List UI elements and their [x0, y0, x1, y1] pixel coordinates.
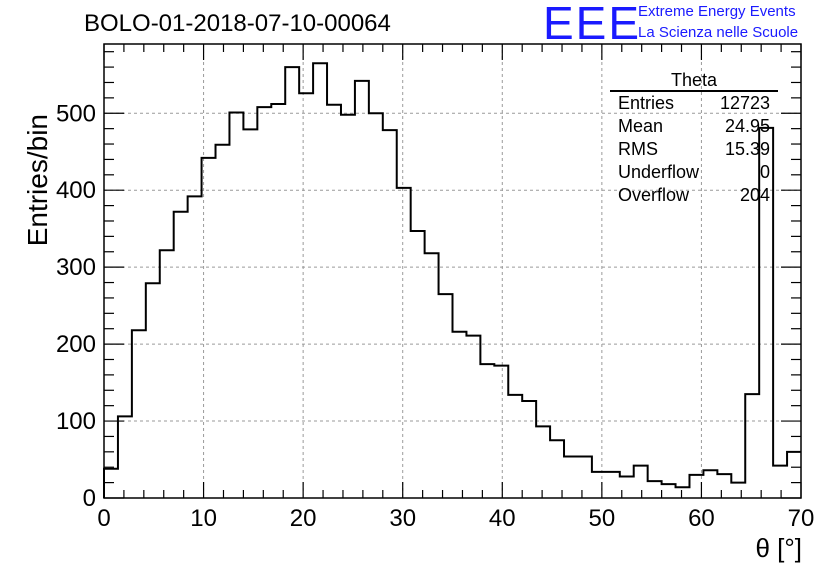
stats-value: 15.39: [724, 139, 770, 159]
x-tick-label: 0: [97, 505, 110, 532]
stats-value: 0: [759, 162, 770, 182]
x-tick-label: 10: [190, 505, 217, 532]
grid-lines: [104, 44, 801, 498]
y-tick-label: 400: [56, 177, 96, 204]
x-tick-label: 20: [290, 505, 317, 532]
tick-labels: 0 10 20 30 40 50 60 70 0 100 200 300 400 500: [56, 100, 814, 532]
y-tick-label: 200: [56, 331, 96, 358]
stats-label: Entries: [618, 93, 675, 113]
stats-row-mean: Mean 24.95: [610, 115, 778, 138]
y-tick-label: 500: [56, 100, 96, 127]
chart-title: BOLO-01-2018-07-10-00064: [84, 10, 391, 37]
y-tick-label: 100: [56, 408, 96, 435]
x-tick-label: 50: [589, 505, 616, 532]
logo-line-1: Extreme Energy Events: [638, 3, 796, 20]
x-tick-label: 60: [688, 505, 715, 532]
stats-label: Mean: [618, 116, 664, 136]
x-tick-label: 40: [489, 505, 516, 532]
y-tick-label: 300: [56, 254, 96, 281]
stats-row-underflow: Underflow 0: [610, 161, 778, 184]
stats-label: Overflow: [618, 185, 690, 205]
axis-ticks: [103, 44, 802, 499]
y-tick-label: 0: [83, 485, 96, 512]
logo-line-2: La Scienza nelle Scuole: [638, 24, 799, 41]
histogram-line: [103, 62, 801, 498]
stats-title: Theta: [610, 70, 778, 92]
plot-frame: [103, 43, 802, 499]
stats-value: 24.95: [724, 116, 770, 136]
eee-logo-mark: EEE: [543, 0, 642, 49]
stats-box: Theta Entries 12723 Mean 24.95 RMS 15.39…: [610, 70, 778, 207]
y-axis-label: Entries/bin: [22, 114, 53, 247]
stats-label: Underflow: [618, 162, 700, 182]
stats-row-rms: RMS 15.39: [610, 138, 778, 161]
x-axis-label: θ [°]: [755, 533, 802, 563]
stats-value: 204: [739, 185, 770, 205]
stats-row-entries: Entries 12723: [610, 92, 778, 115]
x-tick-label: 70: [788, 505, 815, 532]
stats-row-overflow: Overflow 204: [610, 184, 778, 207]
stats-value: 12723: [719, 93, 770, 113]
x-tick-label: 30: [389, 505, 416, 532]
stats-label: RMS: [618, 139, 658, 159]
